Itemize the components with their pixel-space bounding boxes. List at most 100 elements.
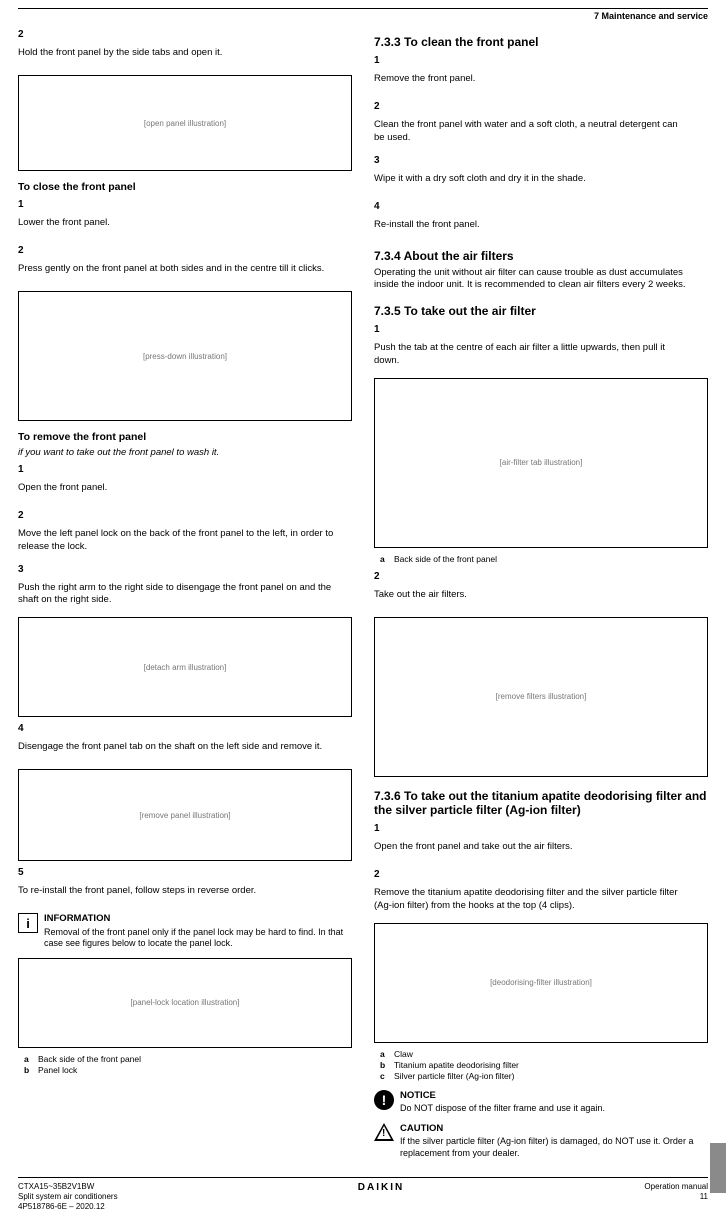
callout-key: a — [24, 1054, 34, 1065]
step: 2 Press gently on the front panel at bot… — [18, 245, 352, 281]
notice-block: ! NOTICE Do NOT dispose of the filter fr… — [374, 1090, 708, 1115]
callout-key: a — [380, 554, 390, 565]
illus-placeholder: [detach arm illustration] — [18, 617, 352, 717]
notice-body: NOTICE Do NOT dispose of the filter fram… — [400, 1090, 605, 1115]
step-number: 1 — [374, 823, 388, 834]
callout-text: Claw — [394, 1049, 413, 1060]
callout-list: a Back side of the front panel — [380, 554, 708, 565]
footer-left: CTXA15~35B2V1BW Split system air conditi… — [18, 1182, 118, 1211]
step: 1 Remove the front panel. — [374, 55, 708, 91]
step-text: Press gently on the front panel at both … — [18, 263, 334, 276]
footer-center: DAIKIN — [118, 1182, 645, 1193]
top-rule — [18, 8, 708, 9]
callout-key: b — [24, 1065, 34, 1076]
page-footer: CTXA15~35B2V1BW Split system air conditi… — [18, 1177, 708, 1211]
step-number: 1 — [18, 199, 32, 210]
illustration-panel-lock: [panel-lock location illustration] — [18, 958, 352, 1048]
step-number: 3 — [18, 564, 32, 575]
manual-page: 7 Maintenance and service 2 Hold the fro… — [0, 8, 726, 1223]
step-text: Hold the front panel by the side tabs an… — [18, 47, 334, 60]
notice-text: Do NOT dispose of the filter frame and u… — [400, 1103, 605, 1115]
illustration-open-panel: [open panel illustration] — [18, 75, 352, 171]
step: 2 Take out the air filters. — [374, 571, 708, 607]
subsection-heading: 7.3.4 About the air filters — [374, 249, 708, 263]
step: 4 Re-install the front panel. — [374, 201, 708, 237]
info-body: INFORMATION Removal of the front panel o… — [44, 913, 352, 950]
illus-placeholder: [deodorising-filter illustration] — [374, 923, 708, 1043]
callout-key: b — [380, 1060, 390, 1071]
right-column: 7.3.3 To clean the front panel 1 Remove … — [374, 23, 708, 1167]
step: 1 Push the tab at the centre of each air… — [374, 324, 708, 368]
step-number: 3 — [374, 155, 388, 166]
step-text: Remove the front panel. — [374, 73, 690, 86]
step-number: 1 — [374, 55, 388, 66]
callout-item: a Back side of the front panel — [24, 1054, 352, 1065]
footer-right: Operation manual 11 — [644, 1182, 708, 1201]
callout-item: a Back side of the front panel — [380, 554, 708, 565]
doc-id: 4P518786-6E – 2020.12 — [18, 1202, 118, 1212]
step: 1 Open the front panel and take out the … — [374, 823, 708, 859]
callout-key: a — [380, 1049, 390, 1060]
illus-placeholder: [remove panel illustration] — [18, 769, 352, 861]
notice-title: NOTICE — [400, 1090, 605, 1102]
callout-item: cSilver particle filter (Ag-ion filter) — [380, 1071, 708, 1082]
left-column: 2 Hold the front panel by the side tabs … — [18, 23, 352, 1167]
notice-icon: ! — [374, 1090, 394, 1110]
caution-block: ! CAUTION If the silver particle filter … — [374, 1123, 708, 1160]
step: 1 Open the front panel. — [18, 464, 352, 500]
step-text: Move the left panel lock on the back of … — [18, 528, 334, 554]
step: 2 Remove the titanium apatite deodorisin… — [374, 869, 708, 913]
step-number: 2 — [18, 245, 32, 256]
step-text: Lower the front panel. — [18, 217, 334, 230]
page-number: 11 — [644, 1192, 708, 1202]
step-text: Take out the air filters. — [374, 589, 690, 602]
caution-body: CAUTION If the silver particle filter (A… — [400, 1123, 708, 1160]
subsection-heading: 7.3.3 To clean the front panel — [374, 35, 708, 49]
callout-list: a Claw b Titanium apatite deodorising filt… — [380, 1049, 708, 1082]
callout-item: b Titanium apatite deodorising filter — [380, 1060, 708, 1071]
step: 1 Lower the front panel. — [18, 199, 352, 235]
section-heading: 7 Maintenance and service — [18, 11, 708, 21]
step-text: To re-install the front panel, follow st… — [18, 885, 334, 898]
caution-icon: ! — [374, 1123, 394, 1141]
step: 5 To re-install the front panel, follow … — [18, 867, 352, 903]
step: 2 Move the left panel lock on the back o… — [18, 510, 352, 554]
subheading-remove-panel: To remove the front panel — [18, 431, 352, 443]
step-number: 4 — [18, 723, 32, 734]
callout-text: Titanium apatite deodorising filter — [394, 1060, 519, 1071]
step-text: Re-install the front panel. — [374, 219, 690, 232]
illus-placeholder: [air-filter tab illustration] — [374, 378, 708, 548]
step-number: 2 — [18, 29, 32, 40]
step-number: 1 — [374, 324, 388, 335]
info-icon: i — [18, 913, 38, 933]
step: 3 Push the right arm to the right side t… — [18, 564, 352, 608]
callout-text: Silver particle filter (Ag-ion filter) — [394, 1071, 514, 1082]
step: 3 Wipe it with a dry soft cloth and dry … — [374, 155, 708, 191]
step-number: 2 — [374, 101, 388, 112]
step: 2 Clean the front panel with water and a… — [374, 101, 708, 145]
callout-item: bPanel lock — [24, 1065, 352, 1076]
illustration-detach-arm: [detach arm illustration] — [18, 617, 352, 717]
callout-list: a Back side of the front panel bPanel loc… — [24, 1054, 352, 1076]
content-columns: 2 Hold the front panel by the side tabs … — [18, 23, 708, 1167]
body-text: Operating the unit without air filter ca… — [374, 267, 708, 293]
subsection-heading: 7.3.5 To take out the air filter — [374, 304, 708, 318]
step-number: 2 — [374, 869, 388, 880]
callout-text: Back side of the front panel — [38, 1054, 141, 1065]
step-number: 4 — [374, 201, 388, 212]
condition-text: if you want to take out the front panel … — [18, 447, 352, 458]
illustration-remove-panel: [remove panel illustration] — [18, 769, 352, 861]
step-text: Remove the titanium apatite deodorising … — [374, 887, 690, 913]
step-number: 5 — [18, 867, 32, 878]
callout-text: Back side of the front panel — [394, 554, 497, 565]
callout-item: a Claw — [380, 1049, 708, 1060]
illus-placeholder: [remove filters illustration] — [374, 617, 708, 777]
subheading-close-panel: To close the front panel — [18, 181, 352, 193]
step-text: Clean the front panel with water and a s… — [374, 119, 690, 145]
doc-type: Operation manual — [644, 1182, 708, 1192]
step: 2 Hold the front panel by the side tabs … — [18, 29, 352, 65]
illustration-filter-tab: [air-filter tab illustration] — [374, 378, 708, 548]
step-number: 2 — [18, 510, 32, 521]
caution-title: CAUTION — [400, 1123, 708, 1135]
step-number: 1 — [18, 464, 32, 475]
